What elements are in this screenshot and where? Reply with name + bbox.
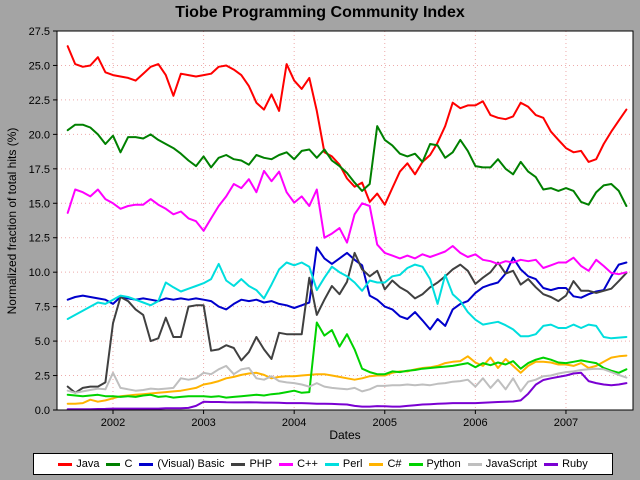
legend-swatch-icon [408, 462, 423, 466]
legend-item: C# [369, 458, 402, 470]
legend-item: (Visual) Basic [139, 458, 224, 470]
legend-label: Python [426, 458, 461, 470]
series-line-c [66, 123, 628, 207]
legend-label: (Visual) Basic [157, 458, 225, 470]
legend-item: Java [58, 458, 99, 470]
series-line-java [66, 45, 628, 206]
series-line--visual-basic [66, 246, 628, 331]
x-tick-label: 2002 [101, 417, 125, 429]
legend-item: JavaScript [467, 458, 538, 470]
legend-label: Ruby [562, 458, 588, 470]
y-tick-label: 15.0 [29, 198, 50, 210]
legend-item: PHP [231, 458, 272, 470]
x-tick-label: 2007 [554, 417, 578, 429]
legend-label: C [124, 458, 133, 470]
series-line-php [66, 251, 628, 394]
legend-label: JavaScript [485, 458, 538, 470]
series-line-perl [66, 261, 628, 340]
y-tick-label: 20.0 [29, 129, 50, 141]
series-line-c- [66, 169, 628, 276]
legend-swatch-icon [139, 462, 154, 466]
x-tick-label: 2006 [463, 417, 487, 429]
series-line-c- [66, 354, 628, 405]
legend-label: Perl [342, 458, 363, 470]
y-tick-label: 12.5 [29, 233, 50, 245]
y-tick-label: 5.0 [35, 336, 50, 348]
legend-label: Java [76, 458, 100, 470]
legend-item: Perl [324, 458, 363, 470]
y-tick-label: 0.0 [35, 405, 50, 417]
x-tick-label: 2003 [191, 417, 215, 429]
series-line-javascript [66, 364, 628, 394]
legend-item: C++ [279, 458, 318, 470]
legend-swatch-icon [467, 462, 482, 466]
legend-label: C# [387, 458, 402, 470]
legend-label: C++ [297, 458, 318, 470]
x-tick-label: 2005 [373, 417, 397, 429]
legend-swatch-icon [324, 462, 339, 466]
legend-swatch-icon [58, 462, 73, 466]
y-tick-label: 27.5 [29, 26, 50, 38]
x-tick-label: 2004 [282, 417, 306, 429]
series-line-ruby [66, 371, 628, 411]
legend-swatch-icon [544, 462, 559, 466]
legend-swatch-icon [369, 462, 384, 466]
legend-item: Ruby [544, 458, 588, 470]
y-tick-label: 25.0 [29, 60, 50, 72]
legend-swatch-icon [279, 462, 294, 466]
legend: Java C (Visual) Basic PHP C++ Perl C# Python Jav… [33, 453, 613, 475]
x-axis-title: Dates [329, 428, 361, 442]
series-line-python [66, 321, 628, 399]
legend-swatch-icon [106, 462, 121, 466]
y-tick-label: 22.5 [29, 95, 50, 107]
chart-title: Tiobe Programming Community Index [175, 4, 465, 21]
legend-item: C [106, 458, 132, 470]
legend-swatch-icon [231, 462, 246, 466]
y-tick-label: 10.0 [29, 267, 50, 279]
y-tick-label: 2.5 [35, 371, 50, 383]
y-tick-label: 7.5 [35, 302, 50, 314]
legend-item: Python [408, 458, 461, 470]
y-tick-label: 17.5 [29, 164, 50, 176]
legend-label: PHP [249, 458, 273, 470]
